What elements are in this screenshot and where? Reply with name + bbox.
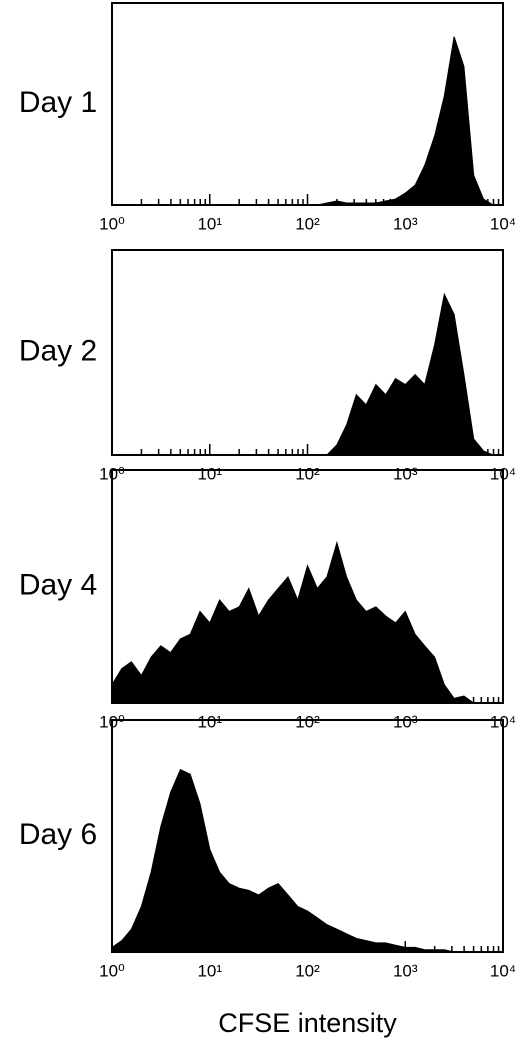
x-tick-label: 10¹: [197, 464, 222, 483]
x-tick-label: 10⁴: [490, 961, 516, 980]
x-tick-label: 10²: [295, 214, 320, 233]
x-tick-label: 10²: [295, 712, 320, 731]
x-tick-label: 10³: [393, 464, 418, 483]
x-tick-label: 10³: [393, 712, 418, 731]
histogram-area: [111, 768, 503, 953]
x-tick-label: 10³: [393, 214, 418, 233]
x-tick-label: 10²: [295, 464, 320, 483]
panel-label: Day 4: [19, 568, 97, 601]
x-tick-label: 10³: [393, 961, 418, 980]
panel-label: Day 6: [19, 818, 97, 851]
panel-label: Day 1: [19, 86, 97, 119]
x-tick-label: 10⁰: [99, 214, 125, 233]
histogram-area: [111, 540, 503, 704]
histogram-area: [112, 36, 503, 206]
x-tick-label: 10¹: [197, 214, 222, 233]
x-tick-label: 10²: [295, 961, 320, 980]
x-tick-label: 10⁴: [490, 214, 516, 233]
x-axis-label: CFSE intensity: [218, 1008, 397, 1038]
panel-label: Day 2: [19, 334, 97, 367]
histogram-area: [112, 292, 503, 456]
x-tick-label: 10¹: [197, 961, 222, 980]
x-tick-label: 10⁰: [99, 961, 125, 980]
x-tick-label: 10¹: [197, 712, 222, 731]
